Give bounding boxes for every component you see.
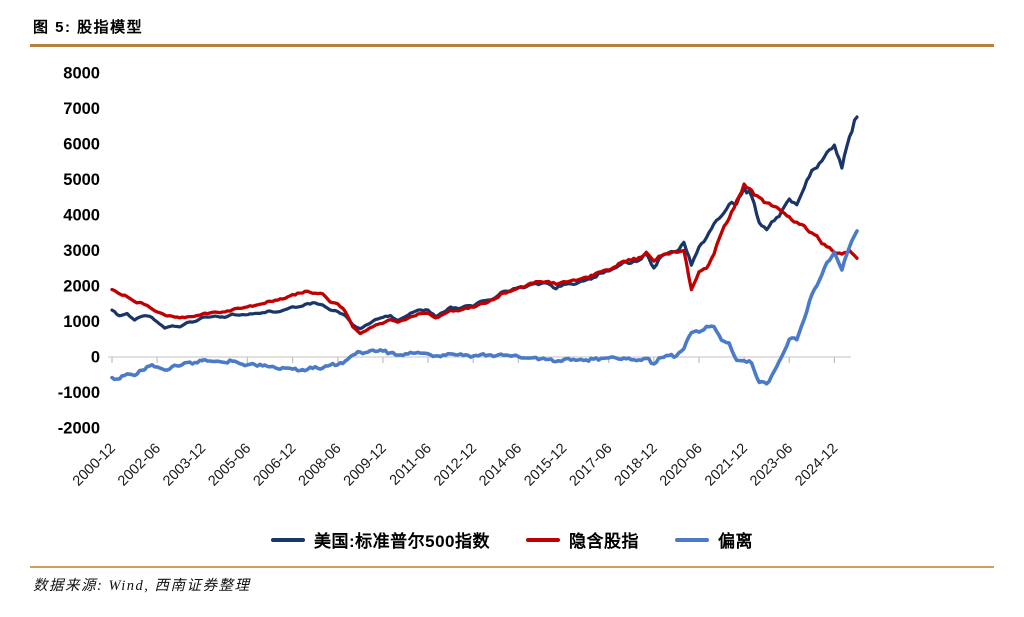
x-tick-label: 2023-06 [747,441,796,490]
y-tick-label: 1000 [63,313,100,331]
x-tick-label: 2003-12 [160,441,209,490]
x-tick-label: 2000-12 [70,441,119,490]
x-tick-label: 2015-12 [521,441,570,490]
title-underline [30,44,994,47]
y-tick-label: 6000 [63,136,100,154]
source-divider [30,566,994,568]
legend-item-sp500: 美国:标准普尔500指数 [270,527,491,552]
x-tick-label: 2005-06 [205,441,254,490]
x-tick-label: 2009-12 [341,441,390,490]
implied-index-line [110,182,859,336]
legend-label-implied-index: 隐含股指 [569,532,640,551]
x-tick-label: 2006-12 [250,441,299,490]
sp500-legend-swatch [270,537,305,542]
x-tick-label: 2017-06 [567,441,616,490]
y-tick-label: -2000 [58,420,100,438]
y-tick-label: 5000 [63,171,100,189]
y-tick-label: 7000 [63,100,100,118]
y-tick-label: 4000 [63,207,100,225]
x-axis-labels: 2000-122002-062003-122005-062006-122008-… [70,441,841,490]
legend-item-deviation: 偏离 [675,527,753,552]
x-tick-label: 2018-12 [612,441,661,490]
y-tick-label: 8000 [63,65,100,83]
y-axis-labels: 8000 7000 6000 5000 4000 3000 2000 1000 0 -1000 -2… [58,65,100,438]
x-tick-label: 2020-06 [657,441,706,490]
y-tick-label: -1000 [58,384,100,402]
deviation-line [110,229,859,386]
x-tick-label: 2024-12 [792,441,841,490]
y-tick-label: 0 [91,349,100,367]
deviation-legend-swatch [675,537,710,542]
x-tick-label: 2002-06 [115,441,164,490]
chart-legend: 美国:标准普尔500指数 隐含股指 偏离 [0,527,1024,552]
y-tick-label: 3000 [63,242,100,260]
legend-label-deviation: 偏离 [718,532,754,551]
x-tick-label: 2021-12 [702,441,751,490]
legend-label-sp500: 美国:标准普尔500指数 [313,532,491,551]
stock-index-chart-svg: 8000 7000 6000 5000 4000 3000 2000 1000 0 -1000 -2… [58,65,859,490]
x-tick-label: 2008-06 [296,441,345,490]
x-tick-label: 2014-06 [476,441,525,490]
x-tick-label: 2012-12 [431,441,480,490]
y-tick-label: 2000 [63,278,100,296]
legend-item-implied-index: 隐含股指 [526,527,639,552]
source-text: 数据来源: Wind, 西南证券整理 [33,578,251,594]
stock-index-chart: 8000 7000 6000 5000 4000 3000 2000 1000 0 -1000 -2… [58,65,859,490]
figure-title: 图 5: 股指模型 [33,19,144,36]
x-tick-label: 2011-06 [387,441,435,489]
implied-index-legend-swatch [526,537,561,542]
sp500-line [110,115,859,331]
